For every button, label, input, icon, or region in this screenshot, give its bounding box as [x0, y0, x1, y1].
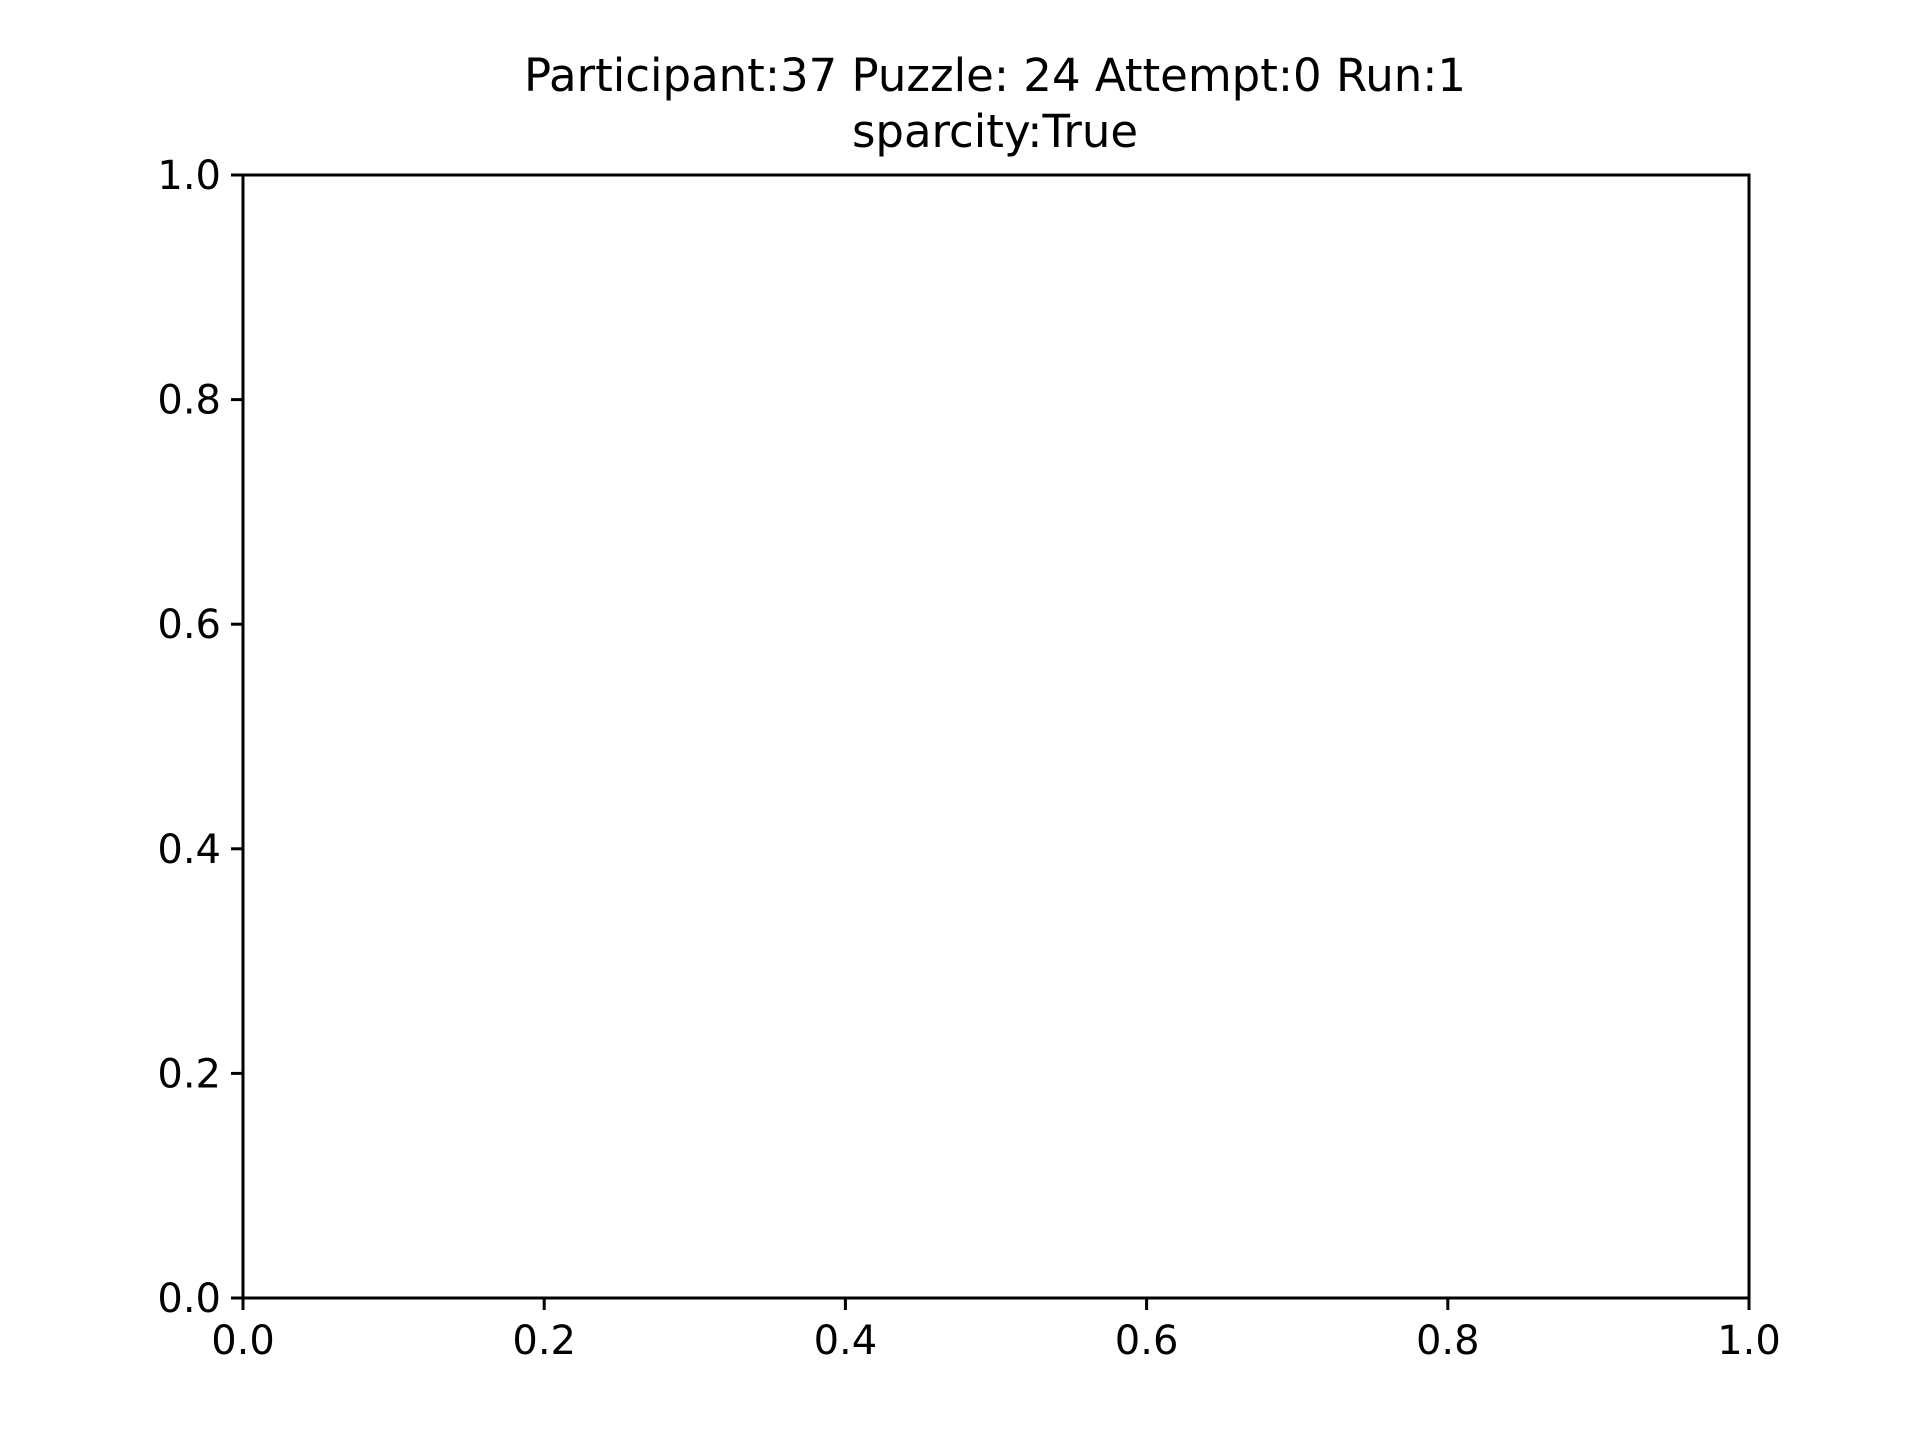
y-tick-label: 0.2	[157, 1051, 221, 1097]
x-tick-label: 0.0	[211, 1318, 275, 1364]
y-tick-label: 1.0	[157, 153, 221, 199]
chart-subtitle: sparcity:True	[852, 105, 1138, 158]
x-tick-label: 1.0	[1717, 1318, 1781, 1364]
x-tick-label: 0.4	[814, 1318, 878, 1364]
x-tick-label: 0.2	[512, 1318, 576, 1364]
y-tick-label: 0.0	[157, 1276, 221, 1322]
x-axis: 0.0 0.2 0.4 0.6 0.8 1.0	[211, 1298, 1781, 1364]
x-tick-label: 0.8	[1416, 1318, 1480, 1364]
y-tick-label: 0.8	[157, 378, 221, 424]
y-tick-label: 0.6	[157, 602, 221, 648]
x-tick-label: 0.6	[1115, 1318, 1179, 1364]
chart-title: Participant:37 Puzzle: 24 Attempt:0 Run:…	[524, 49, 1466, 102]
y-axis: 0.0 0.2 0.4 0.6 0.8 1.0	[157, 153, 243, 1322]
plot-area	[241, 173, 1751, 1300]
y-tick-label: 0.4	[157, 827, 221, 873]
